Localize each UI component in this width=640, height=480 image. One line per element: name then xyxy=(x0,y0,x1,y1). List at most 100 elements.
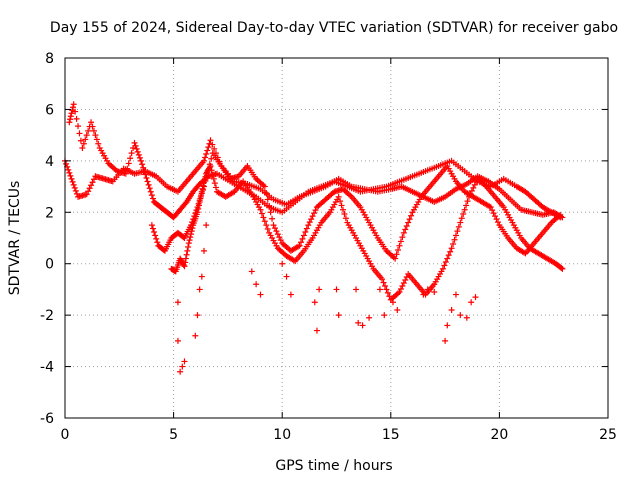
data-point xyxy=(381,312,388,319)
data-point xyxy=(298,239,305,246)
x-tick-label: 5 xyxy=(169,427,178,443)
data-point xyxy=(139,161,146,168)
data-point xyxy=(125,160,132,167)
data-point xyxy=(70,181,77,188)
data-point xyxy=(147,188,154,195)
data-point xyxy=(68,175,75,182)
data-point xyxy=(182,200,189,207)
data-point xyxy=(335,312,342,319)
y-tick-label: 6 xyxy=(45,102,54,118)
data-point xyxy=(138,157,145,164)
data-point xyxy=(153,235,160,242)
data-point xyxy=(151,229,158,235)
data-point xyxy=(80,140,87,147)
data-point xyxy=(67,113,74,120)
data-point xyxy=(279,260,286,267)
data-point xyxy=(192,332,199,339)
data-point xyxy=(451,236,458,243)
data-point xyxy=(442,259,449,265)
data-point xyxy=(179,363,186,370)
data-point xyxy=(359,322,366,329)
data-point xyxy=(384,289,391,296)
data-point xyxy=(448,307,455,313)
data-point xyxy=(186,237,193,244)
data-point xyxy=(313,327,320,334)
data-point xyxy=(399,234,406,241)
data-point xyxy=(63,160,70,167)
data-point xyxy=(208,167,215,174)
data-point xyxy=(187,234,194,241)
data-point xyxy=(342,215,349,222)
data-point xyxy=(341,211,348,217)
data-point xyxy=(195,205,202,212)
data-point xyxy=(183,251,190,258)
data-point xyxy=(309,213,316,220)
data-point xyxy=(187,231,194,238)
data-point xyxy=(441,262,448,269)
x-tick-label: 25 xyxy=(599,427,617,443)
data-point xyxy=(263,222,270,229)
data-point xyxy=(260,214,267,221)
data-point xyxy=(148,222,155,229)
axis-ticks: 0 5 10 15 20 25 -6 -4 -2 0 2 4 6 8 xyxy=(40,51,617,443)
data-point xyxy=(209,171,216,178)
data-point xyxy=(201,157,208,164)
data-point xyxy=(198,192,205,199)
data-point xyxy=(355,319,362,326)
data-point xyxy=(206,140,213,147)
data-point xyxy=(300,232,307,239)
data-point xyxy=(266,202,273,209)
data-point xyxy=(463,314,470,321)
data-point xyxy=(403,223,410,229)
data-point xyxy=(258,210,265,217)
data-point xyxy=(144,178,151,185)
data-point xyxy=(133,145,140,152)
data-point xyxy=(70,101,77,108)
data-point xyxy=(208,155,215,162)
data-point xyxy=(448,245,455,252)
chart-title: Day 155 of 2024, Sidereal Day-to-day VTE… xyxy=(50,20,618,36)
data-point xyxy=(452,291,459,298)
data-point xyxy=(194,312,201,319)
data-point xyxy=(77,137,84,144)
data-point xyxy=(209,141,216,148)
data-point xyxy=(202,173,209,180)
data-point xyxy=(198,188,205,195)
data-point xyxy=(127,155,134,162)
data-point xyxy=(85,188,92,195)
y-tick-label: 0 xyxy=(45,257,54,273)
data-point xyxy=(463,202,470,209)
data-point xyxy=(261,183,268,190)
data-point xyxy=(445,252,452,259)
data-point xyxy=(85,127,92,134)
data-point xyxy=(444,322,451,329)
data-point xyxy=(303,225,310,232)
data-point xyxy=(450,241,457,247)
data-point xyxy=(452,232,459,239)
data-point xyxy=(444,255,451,262)
data-point xyxy=(287,291,294,298)
data-point xyxy=(200,182,207,189)
y-tick-label: -4 xyxy=(40,360,54,376)
data-point xyxy=(67,172,74,179)
data-point xyxy=(79,145,86,151)
data-point xyxy=(308,216,315,223)
data-point xyxy=(264,196,271,203)
data-point xyxy=(207,137,214,144)
data-point xyxy=(66,169,73,176)
data-point xyxy=(174,337,181,344)
data-point xyxy=(267,209,274,216)
data-point xyxy=(134,148,141,155)
data-point xyxy=(201,247,208,254)
data-point xyxy=(454,228,461,235)
data-point xyxy=(88,119,95,126)
data-point xyxy=(149,225,156,232)
data-points xyxy=(62,101,566,375)
data-point xyxy=(152,232,159,239)
data-point xyxy=(420,291,427,298)
data-point xyxy=(73,115,80,122)
data-point xyxy=(461,206,468,213)
data-point xyxy=(460,211,467,217)
data-point xyxy=(194,209,201,216)
